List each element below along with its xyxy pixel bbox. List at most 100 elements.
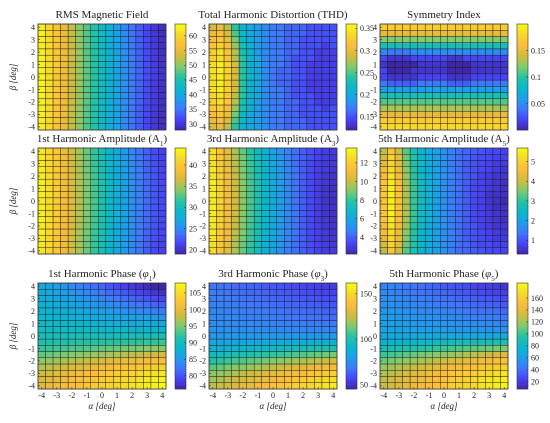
heatmap-cell	[216, 147, 225, 155]
colorbar-segment	[346, 154, 357, 158]
heatmap-cell	[82, 307, 91, 315]
heatmap-cell	[128, 172, 137, 180]
heatmap-cell	[455, 117, 464, 125]
heatmap-cell	[120, 382, 129, 390]
heatmap-cell	[402, 67, 411, 75]
colorbar-segment	[346, 313, 357, 317]
colorbar-tick-label: 40	[531, 366, 539, 375]
heatmap-cell	[150, 382, 159, 390]
colorbar-segment	[346, 176, 357, 180]
heatmap-cell	[60, 241, 69, 249]
heatmap-cell	[470, 166, 479, 174]
heatmap-cell	[238, 370, 247, 377]
heatmap-cell	[394, 79, 403, 87]
heatmap-cell	[216, 185, 225, 192]
heatmap-cell	[231, 351, 240, 359]
heatmap-cell	[82, 216, 91, 224]
heatmap-cell	[299, 326, 308, 334]
heatmap-cell	[447, 222, 456, 230]
heatmap-cell	[135, 382, 144, 390]
heatmap-cell	[314, 338, 323, 346]
heatmap-cell	[492, 235, 501, 242]
heatmap-cell	[269, 247, 278, 255]
heatmap-cell	[485, 326, 494, 334]
y-tick-label: 1	[373, 184, 377, 193]
heatmap-cell	[231, 320, 240, 327]
heatmap-cell	[158, 235, 167, 242]
colorbar-segment	[346, 336, 357, 339]
heatmap-cell	[470, 117, 479, 125]
colorbar-tick-label: 5	[531, 158, 535, 167]
heatmap-cell	[216, 241, 225, 249]
heatmap-cell	[52, 363, 61, 371]
heatmap-cell	[60, 320, 69, 327]
heatmap-cell	[409, 178, 418, 186]
heatmap-cell	[291, 30, 300, 37]
heatmap-cell	[120, 48, 129, 56]
heatmap-cell	[128, 191, 137, 199]
heatmap-cell	[75, 228, 84, 236]
colorbar-segment	[346, 362, 357, 366]
heatmap-cell	[462, 86, 471, 93]
heatmap-cell	[143, 222, 152, 230]
heatmap-cell	[238, 147, 247, 155]
colorbar-segment	[175, 48, 186, 51]
heatmap-cell	[314, 307, 323, 315]
heatmap-cell	[82, 178, 91, 186]
heatmap-cell	[113, 67, 122, 75]
heatmap-cell	[231, 104, 240, 112]
heatmap-cell	[284, 42, 293, 50]
heatmap-cell	[98, 191, 107, 199]
heatmap-cell	[208, 203, 217, 211]
colorbar-segment	[346, 298, 357, 301]
heatmap-cell	[60, 36, 69, 43]
colorbar-tick-label: 1	[531, 236, 535, 245]
heatmap-cell	[291, 185, 300, 192]
colorbar-segment	[517, 205, 528, 208]
heatmap-cell	[500, 338, 509, 346]
heatmap-cell	[52, 289, 61, 296]
heatmap-cell	[440, 351, 449, 359]
colorbar-segment	[517, 329, 528, 332]
heatmap-cell	[253, 301, 262, 309]
heatmap-cell	[67, 61, 76, 68]
heatmap-cell	[238, 79, 247, 87]
heatmap-cell	[216, 86, 225, 93]
heatmap-cell	[500, 67, 509, 75]
colorbar-segment	[175, 349, 186, 352]
heatmap-cell	[52, 42, 61, 50]
heatmap-cell	[424, 79, 433, 87]
heatmap-cell	[291, 48, 300, 56]
heatmap-cell	[402, 216, 411, 224]
colorbar-segment	[346, 331, 357, 335]
heatmap-cell	[417, 172, 426, 180]
heatmap-cell	[321, 345, 330, 352]
heatmap-cell	[261, 92, 270, 100]
heatmap-cell	[246, 307, 255, 315]
colorbar-segment	[517, 231, 528, 235]
heatmap-cell	[477, 357, 486, 365]
heatmap-cell	[447, 86, 456, 93]
heatmap-cell	[402, 351, 411, 359]
heatmap-cell	[135, 48, 144, 56]
heatmap-cell	[299, 185, 308, 192]
heatmap-cell	[485, 313, 494, 321]
heatmap-cell	[60, 191, 69, 199]
heatmap-cell	[314, 313, 323, 321]
heatmap-cell	[440, 48, 449, 56]
heatmap-cell	[158, 222, 167, 230]
heatmap-cell	[432, 147, 441, 155]
heatmap-cell	[128, 357, 137, 365]
heatmap-cell	[158, 345, 167, 352]
heatmap-cell	[440, 185, 449, 192]
heatmap-cell	[284, 301, 293, 309]
heatmap-cell	[90, 307, 99, 315]
heatmap-cell	[261, 338, 270, 346]
heatmap-cell	[216, 320, 225, 327]
heatmap-cell	[246, 247, 255, 255]
heatmap-cell	[306, 104, 315, 112]
heatmap-cell	[75, 326, 84, 334]
heatmap-cell	[82, 111, 91, 118]
heatmap-cell	[424, 160, 433, 167]
